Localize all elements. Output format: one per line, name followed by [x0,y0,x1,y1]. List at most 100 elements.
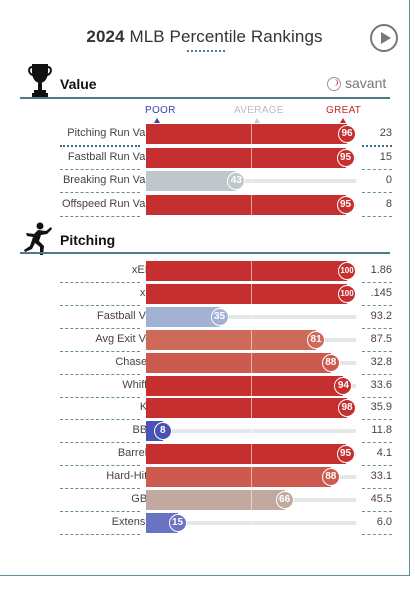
row-divider [362,215,392,217]
average-line [251,375,252,396]
row-divider [60,396,140,398]
row-divider [362,145,392,147]
row-divider [60,533,140,535]
section-rule-pitching [20,252,390,254]
percentile-track: 88 [146,352,356,373]
percentile-badge[interactable]: 100 [338,262,356,280]
metric-row: xBA100.145 [20,283,392,306]
percentile-badge[interactable]: 96 [338,125,356,143]
row-divider [60,465,140,467]
row-divider [60,327,140,329]
row-divider [60,511,140,512]
row-divider [362,511,392,512]
row-divider [362,304,392,306]
scale-marker-poor [154,118,160,123]
percentile-badge[interactable]: 95 [336,148,355,167]
metric-row: Extension 15 6.0 [20,512,392,535]
percentile-track: 35 [146,306,356,327]
average-line [251,329,252,350]
percentile-bar [146,490,285,510]
play-button[interactable] [370,24,398,52]
percentile-track: 96 [146,124,356,144]
row-divider [362,442,392,444]
percentile-badge[interactable]: 95 [336,195,355,214]
percentile-bar [146,375,344,396]
metric-value: 45.5 [370,493,392,505]
average-line [251,421,252,442]
percentile-badge[interactable]: 35 [210,307,229,326]
row-divider [362,282,392,283]
row-divider [362,465,392,467]
metric-label: Offspeed Run Value [61,197,160,210]
percentile-badge[interactable]: 88 [321,353,340,372]
row-divider [60,215,140,217]
average-line [251,306,252,327]
percentile-badge[interactable]: 15 [168,513,187,532]
metric-label: Pitching Run Value [67,127,160,139]
percentile-bar [146,352,331,373]
metric-value: .145 [370,286,392,299]
metric-row: BB %811.8 [20,421,392,444]
row-divider [362,350,392,352]
metric-row: xERA1001.86 [20,261,392,283]
metric-label: Breaking Run Value [62,174,160,186]
metric-row: Hard-Hit % 88 33.1 [20,467,392,490]
percentile-badge[interactable]: 94 [334,376,353,395]
percentile-badge[interactable]: 43 [227,172,246,190]
metric-label: Fastball Run Value [67,150,160,163]
metric-value: 33.1 [370,470,392,483]
average-line [251,194,252,215]
row-divider [362,192,392,193]
metric-value: 8 [385,197,392,210]
metric-row: Fastball Velo 35 93.2 [20,306,392,329]
percentile-track: 8 [146,421,356,442]
percentile-track: 100 [146,261,356,281]
metric-value: 87.5 [370,332,392,345]
metric-row: Pitching Run Value 96 23 [20,124,392,147]
row-divider [60,304,140,306]
savant-logo[interactable]: savant [327,75,386,91]
scale-marker-average [254,118,260,123]
percentile-badge[interactable]: 66 [275,491,294,509]
metric-value: 11.8 [371,424,392,437]
percentile-badge[interactable]: 98 [338,399,356,418]
percentile-track: 100 [146,283,356,304]
percentile-badge[interactable]: 95 [336,445,355,464]
row-divider [60,350,140,352]
row-divider [362,327,392,329]
metric-value: 15 [379,150,392,163]
row-divider [60,373,140,375]
baseball-icon [327,77,341,91]
percentile-badge[interactable]: 81 [307,330,326,349]
section-title-value: Value [60,76,97,92]
row-divider [60,168,140,170]
average-line [251,171,252,191]
metric-value: 23 [379,127,392,139]
pitcher-icon [24,222,52,255]
scale-label-average: AVERAGE [234,105,284,116]
percentile-track: 88 [146,467,356,488]
average-line [251,444,252,465]
scale-marker-great [340,118,346,123]
row-divider [60,282,140,283]
percentile-bar [146,444,346,465]
row-divider [60,192,140,193]
percentile-track: 94 [146,375,356,396]
percentile-badge[interactable]: 8 [153,422,172,441]
title-text: MLB Percentile Rankings [129,27,323,46]
percentile-track: 95 [146,444,356,465]
average-line [251,261,252,281]
percentile-badge[interactable]: 100 [338,284,356,303]
section-rule-value [20,97,390,99]
percentile-bar [146,329,317,350]
average-line [251,512,252,533]
metric-value: 93.2 [370,309,392,322]
average-line [251,124,252,144]
percentile-badge[interactable]: 88 [321,468,340,487]
percentile-track: 15 [146,512,356,533]
percentile-bar [146,124,347,144]
metric-value: 32.8 [370,355,392,368]
row-divider [362,373,392,375]
metric-row: Avg Exit Velo 81 87.5 [20,329,392,352]
